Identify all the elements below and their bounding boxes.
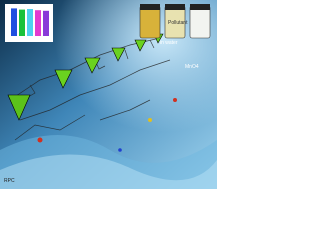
graphic: in water Pollutant MnO4 RPC — [0, 0, 217, 189]
vial-label: Pollutant — [168, 20, 188, 26]
inset-bar — [35, 10, 41, 36]
inset-bar — [11, 8, 17, 36]
atoms — [37, 98, 177, 152]
vials — [139, 4, 211, 39]
wave — [0, 154, 217, 189]
inset-chart — [11, 8, 49, 37]
inset-bar — [43, 10, 49, 37]
ion-label: MnO4 — [185, 64, 199, 70]
corner-label: RPC — [4, 178, 15, 184]
water-label: in water — [160, 40, 178, 46]
page: in water Pollutant MnO4 RPC (() => { con… — [0, 0, 217, 189]
inset-bar — [19, 9, 25, 36]
inset-bar — [27, 9, 33, 36]
